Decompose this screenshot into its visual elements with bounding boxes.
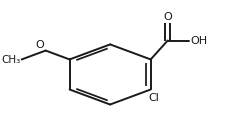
Text: O: O xyxy=(163,12,171,22)
Text: Cl: Cl xyxy=(148,93,159,103)
Text: O: O xyxy=(36,40,44,50)
Text: CH₃: CH₃ xyxy=(1,55,21,65)
Text: OH: OH xyxy=(189,35,206,46)
